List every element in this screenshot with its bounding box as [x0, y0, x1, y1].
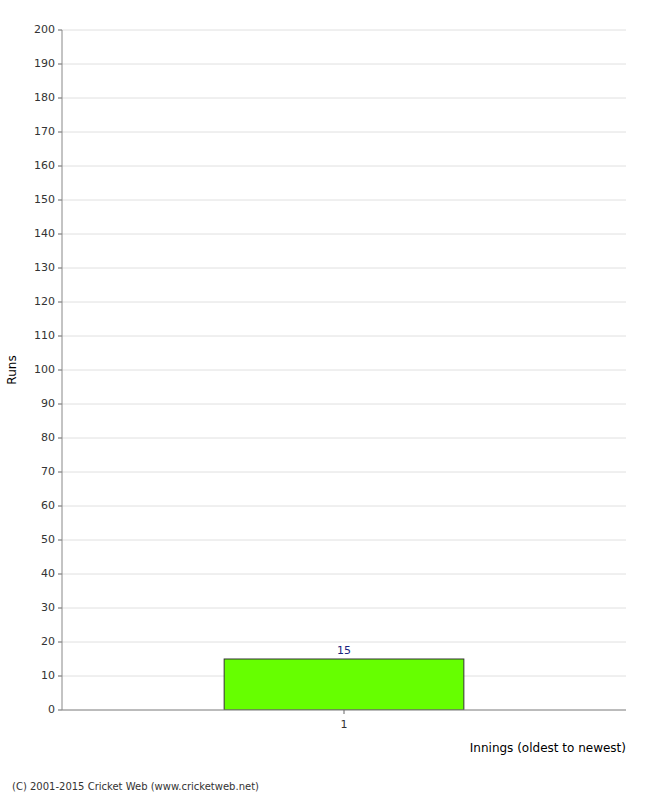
footer-note: (C) 2001-2015 Cricket Web (www.cricketwe…	[12, 781, 259, 792]
grid-line	[62, 30, 626, 31]
y-tick	[58, 98, 62, 99]
y-tick-label: 120	[34, 295, 55, 308]
y-tick-label: 140	[34, 227, 55, 240]
grid-line	[62, 404, 626, 405]
y-tick	[58, 438, 62, 439]
y-tick	[58, 574, 62, 575]
y-tick-label: 30	[41, 601, 55, 614]
y-tick	[58, 370, 62, 371]
y-tick-label: 130	[34, 261, 55, 274]
x-tick	[344, 710, 345, 714]
y-tick-label: 70	[41, 465, 55, 478]
grid-line	[62, 64, 626, 65]
y-tick-label: 170	[34, 125, 55, 138]
y-tick-label: 40	[41, 567, 55, 580]
bar	[224, 659, 464, 710]
y-tick	[58, 166, 62, 167]
grid-line	[62, 234, 626, 235]
grid-line	[62, 608, 626, 609]
y-tick	[58, 64, 62, 65]
grid-line	[62, 506, 626, 507]
y-tick	[58, 472, 62, 473]
y-tick	[58, 132, 62, 133]
grid-line	[62, 268, 626, 269]
y-tick	[58, 302, 62, 303]
y-tick	[58, 268, 62, 269]
y-tick	[58, 608, 62, 609]
y-tick-label: 150	[34, 193, 55, 206]
bars	[224, 659, 464, 710]
y-tick	[58, 710, 62, 711]
y-tick-label: 100	[34, 363, 55, 376]
grid-line	[62, 642, 626, 643]
y-grid	[62, 30, 626, 710]
y-tick	[58, 404, 62, 405]
y-tick-label: 60	[41, 499, 55, 512]
grid-line	[62, 370, 626, 371]
y-tick	[58, 30, 62, 31]
grid-line	[62, 574, 626, 575]
grid-line	[62, 166, 626, 167]
y-tick-label: 50	[41, 533, 55, 546]
grid-line	[62, 540, 626, 541]
y-tick-label: 180	[34, 91, 55, 104]
grid-line	[62, 132, 626, 133]
data-label: 15	[337, 644, 351, 657]
grid-line	[62, 336, 626, 337]
y-tick-label: 80	[41, 431, 55, 444]
x-axis: 1	[341, 710, 348, 731]
grid-line	[62, 200, 626, 201]
y-tick-label: 0	[48, 703, 55, 716]
grid-line	[62, 438, 626, 439]
chart: 0 10 20 30 40 50 60 70 80 90 100 110 120 130 140 150 160…	[0, 0, 650, 800]
grid-line	[62, 98, 626, 99]
y-tick	[58, 234, 62, 235]
y-axis: 0 10 20 30 40 50 60 70 80 90 100 110 120 130 140 150 160…	[34, 23, 62, 716]
y-tick-label: 20	[41, 635, 55, 648]
y-tick	[58, 336, 62, 337]
y-tick	[58, 200, 62, 201]
y-axis-label: Runs	[5, 355, 19, 384]
x-tick-label: 1	[341, 718, 348, 731]
y-tick-label: 10	[41, 669, 55, 682]
grid-line	[62, 302, 626, 303]
y-tick-label: 90	[41, 397, 55, 410]
x-axis-label: Innings (oldest to newest)	[470, 741, 626, 755]
y-tick-label: 110	[34, 329, 55, 342]
data-labels: 15	[337, 644, 351, 657]
y-tick-label: 190	[34, 57, 55, 70]
y-tick	[58, 676, 62, 677]
y-axis-line	[62, 30, 63, 710]
y-tick	[58, 642, 62, 643]
grid-line	[62, 472, 626, 473]
y-tick-label: 160	[34, 159, 55, 172]
y-tick-label: 200	[34, 23, 55, 36]
y-tick	[58, 540, 62, 541]
y-tick	[58, 506, 62, 507]
